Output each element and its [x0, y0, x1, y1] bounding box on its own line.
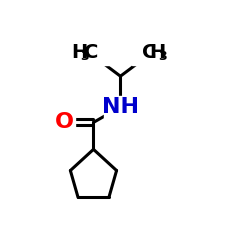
Text: H: H: [149, 43, 165, 62]
Text: C: C: [84, 43, 99, 62]
Text: 3: 3: [158, 50, 167, 63]
Text: 3: 3: [80, 50, 89, 63]
Text: H: H: [71, 43, 87, 62]
Polygon shape: [68, 42, 111, 65]
Text: O: O: [55, 112, 74, 132]
Polygon shape: [104, 96, 137, 117]
Text: C: C: [142, 43, 156, 62]
Text: NH: NH: [102, 97, 139, 117]
Polygon shape: [132, 42, 170, 65]
Polygon shape: [54, 112, 75, 133]
